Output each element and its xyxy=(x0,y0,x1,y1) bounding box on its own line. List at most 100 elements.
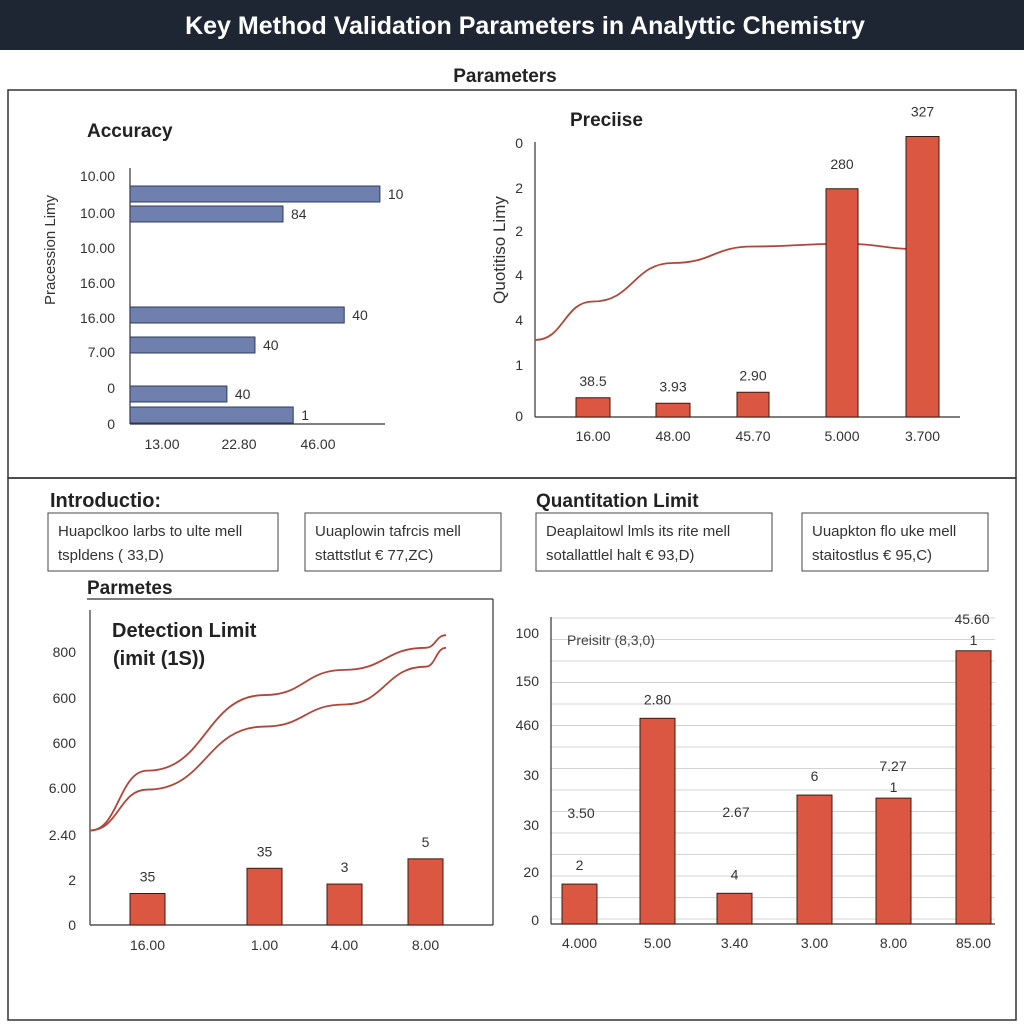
x-tick-label: 8.00 xyxy=(880,935,907,951)
info-box-border xyxy=(801,512,989,572)
accuracy-chart: Accuracy Pracession Limy 10.00 10.00 10.00 16… xyxy=(42,121,404,452)
bar xyxy=(246,867,283,926)
bar xyxy=(129,306,345,324)
data-label: 2.90 xyxy=(739,367,766,383)
y-tick-label: 0 xyxy=(515,135,523,151)
annotation-label: 45.60 xyxy=(954,611,989,627)
y-tick-label: 6.00 xyxy=(49,780,76,796)
y-axis-label: Quotitiso Limy xyxy=(490,196,509,304)
y-tick-label: 16.00 xyxy=(80,310,115,326)
y-tick-label: 0 xyxy=(68,917,76,933)
y-tick-label: 600 xyxy=(53,735,77,751)
annotation-label: 3.50 xyxy=(567,805,594,821)
data-label: 84 xyxy=(291,206,307,222)
data-label: 2.80 xyxy=(644,691,671,707)
y-tick-label: 800 xyxy=(53,644,77,660)
y-tick-label: 0 xyxy=(107,380,115,396)
bar xyxy=(575,397,611,418)
data-label: 1 xyxy=(890,779,898,795)
info-box-line: Uuaplowin tafrcis mell xyxy=(315,523,461,540)
bar xyxy=(825,188,859,418)
y-tick-label: 30 xyxy=(523,767,539,783)
y-axis-label: Pracession Limy xyxy=(42,194,59,305)
y-tick-label: 100 xyxy=(516,625,540,641)
x-tick-label: 13.00 xyxy=(144,436,179,452)
data-label: 2 xyxy=(576,857,584,873)
chart-subtitle: (imit (1S)) xyxy=(113,648,205,670)
data-label: 327 xyxy=(911,104,935,120)
page-title: Key Method Validation Parameters in Anal… xyxy=(185,12,865,40)
data-label: 6 xyxy=(811,768,819,784)
data-label: 3.93 xyxy=(659,378,686,394)
info-box: Uuapkton flo uke mell staitostlus € 95,C) xyxy=(801,512,989,572)
data-label: 10 xyxy=(388,186,404,202)
y-tick-label: 7.00 xyxy=(88,344,115,360)
trend-line xyxy=(534,242,923,341)
y-tick-label: 30 xyxy=(523,817,539,833)
bar xyxy=(955,650,992,925)
info-box: Deaplaitowl lmls its rite mell sotallattl… xyxy=(535,512,773,572)
bar xyxy=(129,893,166,926)
bar xyxy=(639,717,676,925)
info-box: Uuaplowin tafrcis mell stattstlut € 77,ZC… xyxy=(304,512,502,572)
data-label: 40 xyxy=(235,386,251,402)
data-label: 3 xyxy=(341,859,349,875)
annotation-label: 2.67 xyxy=(722,804,749,820)
info-box-line: staitostlus € 95,C) xyxy=(812,547,932,564)
x-tick-label: 22.80 xyxy=(221,436,256,452)
info-box-line: tspldens ( 33,D) xyxy=(58,547,164,564)
data-label: 5 xyxy=(422,834,430,850)
precise-chart: Preciise Quotitiso Limy 0 2 2 4 4 1 0 38.5 16.00 3.… xyxy=(490,104,960,444)
bar xyxy=(407,858,444,926)
info-box-line: Huapclkoo larbs to ulte mell xyxy=(58,523,242,540)
bar xyxy=(129,205,284,223)
x-tick-label: 16.00 xyxy=(575,428,610,444)
info-box-line: sotallattlel halt € 93,D) xyxy=(546,547,694,564)
x-tick-label: 3.00 xyxy=(801,935,828,951)
y-tick-label: 4 xyxy=(515,267,523,283)
y-tick-label: 10.00 xyxy=(80,205,115,221)
data-label: 35 xyxy=(257,843,273,859)
trend-line xyxy=(89,634,447,832)
data-label: 1 xyxy=(301,407,309,423)
x-tick-label: 1.00 xyxy=(251,937,278,953)
detection-limit-chart: Detection Limit (imit (1S)) 800 600 600 6.00 2… xyxy=(49,598,494,953)
bar xyxy=(326,883,363,926)
data-label: 1 xyxy=(970,632,978,648)
x-tick-label: 46.00 xyxy=(300,436,335,452)
x-tick-label: 4.000 xyxy=(562,935,597,951)
x-tick-label: 3.700 xyxy=(905,428,940,444)
x-tick-label: 5.00 xyxy=(644,935,671,951)
data-label: 35 xyxy=(140,869,156,885)
y-tick-label: 0 xyxy=(531,912,539,928)
y-tick-label: 1 xyxy=(515,357,523,373)
x-tick-label: 5.000 xyxy=(824,428,859,444)
bar xyxy=(875,797,912,925)
x-tick-label: 16.00 xyxy=(130,937,165,953)
bar xyxy=(796,794,833,925)
data-label: 280 xyxy=(830,156,854,172)
info-box: Huapclkoo larbs to ulte mell tspldens ( 3… xyxy=(47,512,279,572)
trend-line xyxy=(89,646,447,832)
bar xyxy=(129,336,256,354)
bar xyxy=(655,402,691,418)
info-box-border xyxy=(304,512,502,572)
y-tick-label: 20 xyxy=(523,864,539,880)
header-bar xyxy=(0,0,1024,50)
chart-title: Detection Limit xyxy=(112,620,257,642)
data-label: 38.5 xyxy=(579,373,606,389)
chart-title: Accuracy xyxy=(87,121,173,142)
x-tick-label: 4.00 xyxy=(331,937,358,953)
bar xyxy=(129,385,228,403)
quantitation-title: Quantitation Limit xyxy=(536,491,699,512)
precision-bar-chart: Preisitr (8,3,0) 100 150 460 30 30 20 0 2 4.000 2.… xyxy=(516,611,995,951)
y-tick-label: 600 xyxy=(53,690,77,706)
x-tick-label: 45.70 xyxy=(735,428,770,444)
bar xyxy=(905,136,940,418)
data-label: 4 xyxy=(731,866,739,882)
y-tick-label: 2 xyxy=(515,180,523,196)
data-label: 40 xyxy=(263,337,279,353)
y-tick-label: 460 xyxy=(516,717,540,733)
y-tick-label: 0 xyxy=(515,408,523,424)
info-box-border xyxy=(535,512,773,572)
